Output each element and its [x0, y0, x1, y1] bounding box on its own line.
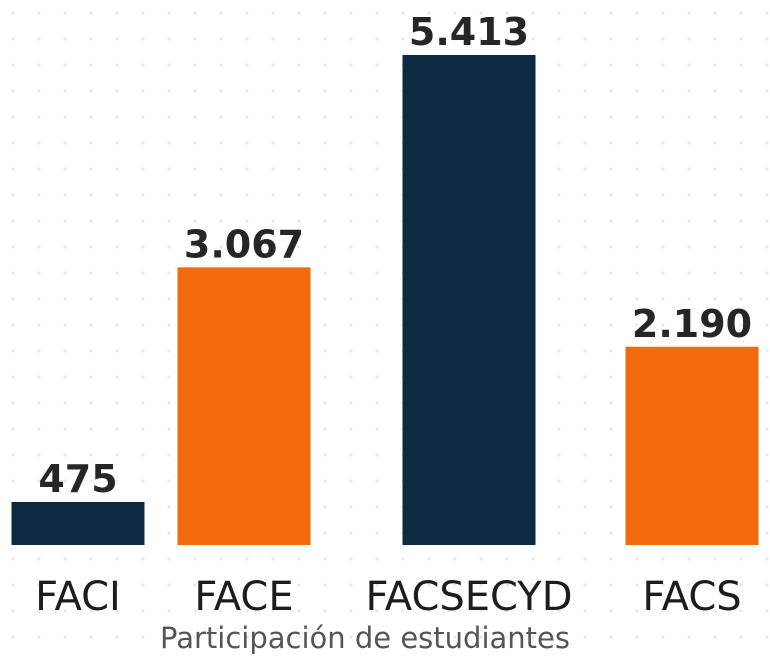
value-label: 475 [38, 457, 117, 501]
x-tick-label: FACE [194, 574, 293, 620]
value-label: 3.067 [184, 222, 304, 266]
x-tick-label: FACSECYD [365, 574, 572, 620]
value-label: 2.190 [632, 302, 752, 346]
bar [625, 346, 759, 545]
bar [177, 267, 311, 545]
x-axis-label: Participación de estudiantes [160, 621, 570, 655]
x-tick-label: FACS [642, 574, 741, 620]
x-tick-label: FACI [35, 574, 121, 620]
bar [11, 502, 145, 545]
value-label: 5.413 [409, 10, 529, 54]
bar [402, 55, 536, 545]
